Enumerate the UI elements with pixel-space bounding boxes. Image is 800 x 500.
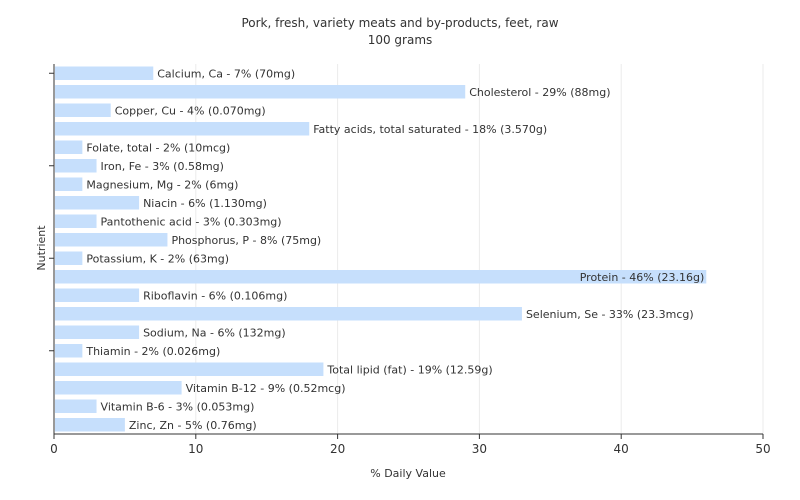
axes <box>53 64 763 435</box>
bar-label: Zinc, Zn - 5% (0.76mg) <box>129 419 257 432</box>
bar <box>55 325 140 339</box>
bar-label: Niacin - 6% (1.130mg) <box>143 197 267 210</box>
bar <box>55 399 97 413</box>
x-axis-title: % Daily Value <box>370 467 446 480</box>
bar-label: Fatty acids, total saturated - 18% (3.57… <box>313 123 547 136</box>
bar <box>55 362 324 376</box>
bars: Calcium, Ca - 7% (70mg) Cholesterol - 29%… <box>55 66 707 432</box>
bar-label: Sodium, Na - 6% (132mg) <box>143 326 286 339</box>
x-tick-label: 20 <box>330 442 345 456</box>
bar <box>55 196 140 210</box>
bar-label: Total lipid (fat) - 19% (12.59g) <box>326 363 492 376</box>
bar <box>55 122 310 136</box>
bar <box>55 307 522 321</box>
bar <box>55 103 111 117</box>
bar-label: Vitamin B-12 - 9% (0.52mcg) <box>186 382 346 395</box>
bar <box>55 270 707 284</box>
bar <box>55 159 97 173</box>
x-axis-ticks: 0 10 20 30 40 50 <box>50 434 771 456</box>
bar-label: Pantothenic acid - 3% (0.303mg) <box>101 215 282 228</box>
bar-label: Phosphorus, P - 8% (75mg) <box>171 234 321 247</box>
x-tick-label: 50 <box>755 442 770 456</box>
bar-label: Potassium, K - 2% (63mg) <box>86 252 229 265</box>
x-tick-label: 10 <box>188 442 203 456</box>
y-axis-title: Nutrient <box>35 225 48 271</box>
bar-label: Copper, Cu - 4% (0.070mg) <box>115 104 266 117</box>
x-tick-label: 0 <box>50 442 58 456</box>
gridlines <box>195 64 764 434</box>
bar <box>55 418 125 432</box>
chart-subtitle: 100 grams <box>368 33 433 47</box>
bar <box>55 85 466 99</box>
bar-label: Cholesterol - 29% (88mg) <box>469 86 610 99</box>
bar <box>55 251 83 265</box>
bar-label: Selenium, Se - 33% (23.3mcg) <box>526 308 694 321</box>
bar <box>55 381 182 395</box>
bar-label: Folate, total - 2% (10mcg) <box>86 141 230 154</box>
bar <box>55 288 140 302</box>
bar-label: Thiamin - 2% (0.026mg) <box>85 345 220 358</box>
bar-label: Riboflavin - 6% (0.106mg) <box>143 289 287 302</box>
y-axis-ticks <box>49 72 54 352</box>
bar-label: Magnesium, Mg - 2% (6mg) <box>86 178 238 191</box>
bar <box>55 344 83 358</box>
bar-label: Protein - 46% (23.16g) <box>580 271 705 284</box>
x-tick-label: 40 <box>614 442 629 456</box>
bar-label: Iron, Fe - 3% (0.58mg) <box>101 160 224 173</box>
bar <box>55 140 83 154</box>
bar <box>55 177 83 191</box>
bar <box>55 214 97 228</box>
chart-title: Pork, fresh, variety meats and by-produc… <box>241 16 558 30</box>
bar <box>55 66 154 80</box>
bar-label: Vitamin B-6 - 3% (0.053mg) <box>101 400 255 413</box>
bar-label: Calcium, Ca - 7% (70mg) <box>157 67 295 80</box>
x-tick-label: 30 <box>472 442 487 456</box>
bar <box>55 233 168 247</box>
